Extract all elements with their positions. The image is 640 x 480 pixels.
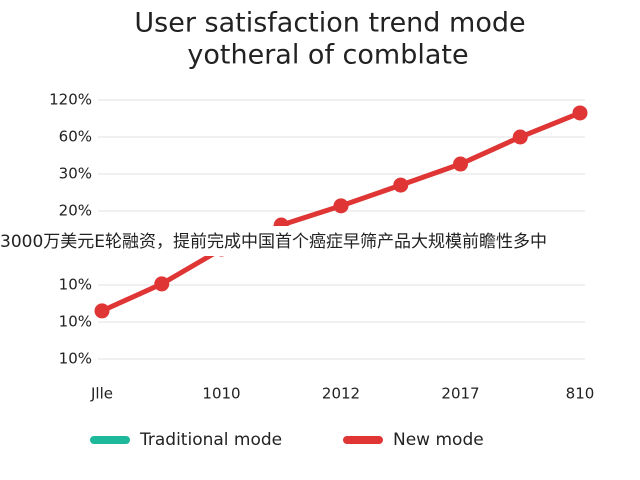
chart-title: User satisfaction trend mode [134, 8, 525, 39]
x-tick-label: 2012 [322, 385, 360, 403]
data-point [393, 177, 409, 193]
x-tick-label: 2017 [441, 385, 479, 403]
x-tick-label: 810 [566, 385, 595, 403]
y-tick-label: 10% [59, 276, 92, 294]
y-tick-label: 10% [59, 350, 92, 368]
chart-title: yotheral of comblate [187, 40, 468, 71]
overlay-band [0, 226, 640, 256]
data-point [512, 129, 528, 145]
y-tick-label: 120% [49, 91, 92, 109]
overlay-text: 3000万美元E轮融资，提前完成中国首个癌症早筛产品大规模前瞻性多中 [0, 232, 547, 252]
y-tick-label: 60% [59, 128, 92, 146]
legend-label: New mode [393, 430, 484, 450]
data-point [453, 156, 468, 172]
y-tick-label: 30% [59, 165, 92, 183]
data-point [333, 198, 349, 214]
y-tick-label: 10% [59, 313, 92, 331]
legend-label: Traditional mode [139, 430, 282, 450]
data-point [94, 303, 110, 319]
y-tick-label: 20% [59, 202, 92, 220]
data-point [572, 105, 588, 121]
data-point [154, 276, 170, 292]
x-tick-label: 1010 [202, 385, 240, 403]
x-tick-label: Jlle [90, 385, 113, 403]
